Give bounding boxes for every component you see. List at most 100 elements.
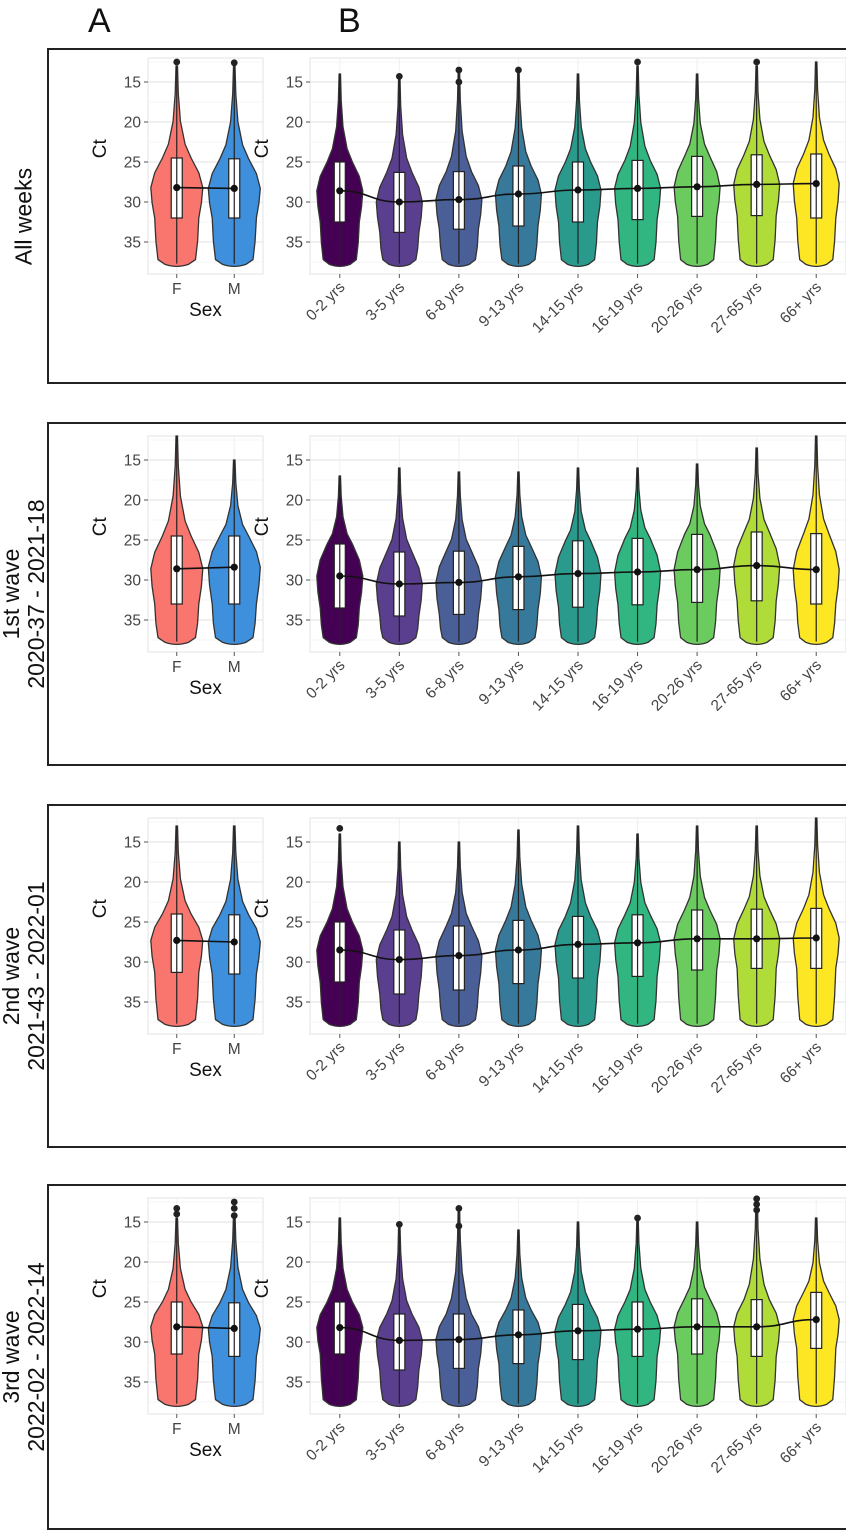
y-tick-label: 25 xyxy=(286,915,303,932)
median-point-f xyxy=(173,565,181,573)
y-tick-label: 15 xyxy=(124,835,141,852)
median-point-m xyxy=(230,938,238,946)
outlier-point xyxy=(173,58,181,66)
panel-letter-a: A xyxy=(88,2,111,40)
median-trend-line xyxy=(176,566,235,570)
y-tick-label: 25 xyxy=(286,533,303,550)
outlier-point xyxy=(455,1205,463,1212)
median-point-14-15-yrs xyxy=(574,186,582,194)
median-point-m xyxy=(230,184,238,192)
x-tick-label: 14-15 yrs xyxy=(529,1419,587,1477)
x-tick-label: 14-15 yrs xyxy=(529,279,587,337)
x-tick-label: 0-2 yrs xyxy=(303,1419,349,1465)
x-tick-label: 9-13 yrs xyxy=(476,1419,528,1471)
median-point-20-26-yrs xyxy=(693,935,701,943)
chart-a-0: 15 20 25 30 35 Ct F M Sex xyxy=(90,57,264,321)
median-point-16-19-yrs xyxy=(633,939,642,947)
y-tick-label: 15 xyxy=(286,835,303,852)
x-tick-label: 3-5 yrs xyxy=(363,657,409,703)
median-trend-line xyxy=(176,186,235,190)
median-point-20-26-yrs xyxy=(693,183,701,191)
y-tick-label: 35 xyxy=(124,613,141,630)
y-tick-label: 35 xyxy=(286,235,303,252)
panel-letter-b: B xyxy=(338,2,361,40)
y-tick-label: 15 xyxy=(124,1215,141,1232)
x-tick-label: 16-19 yrs xyxy=(589,657,647,715)
median-point-20-26-yrs xyxy=(693,566,701,574)
y-tick-label: 25 xyxy=(124,1295,141,1312)
median-point-3-5-yrs xyxy=(395,198,403,206)
y-tick-label: 15 xyxy=(286,1215,303,1232)
median-point-m xyxy=(230,1324,238,1332)
outlier-point xyxy=(173,1210,181,1218)
median-point-66-yrs xyxy=(812,934,820,942)
x-tick-label: 66+ yrs xyxy=(777,1039,825,1087)
x-tick-label: 27-65 yrs xyxy=(708,1039,766,1097)
y-axis-label: Ct xyxy=(252,138,273,158)
median-point-3-5-yrs xyxy=(395,956,403,964)
median-point-f xyxy=(173,936,181,945)
x-tick-label: 20-26 yrs xyxy=(648,1039,706,1097)
x-tick-label: 14-15 yrs xyxy=(529,657,587,715)
median-point-0-2-yrs xyxy=(336,946,344,954)
y-tick-label: 25 xyxy=(124,533,141,550)
median-point-f xyxy=(173,1323,181,1331)
median-point-16-19-yrs xyxy=(633,184,642,192)
outlier-point xyxy=(230,1198,238,1206)
y-tick-label: 30 xyxy=(286,195,304,212)
y-tick-label: 25 xyxy=(286,155,303,172)
outlier-point xyxy=(455,78,463,86)
y-tick-label: 20 xyxy=(124,115,142,132)
x-tick-label: 6-8 yrs xyxy=(422,1039,468,1085)
y-tick-label: 25 xyxy=(286,1295,303,1312)
chart-a-3: 15 20 25 30 35 Ct F M Sex xyxy=(90,1197,264,1461)
outlier-point xyxy=(634,58,641,66)
median-point-9-13-yrs xyxy=(514,946,523,954)
outlier-point xyxy=(753,58,761,66)
y-tick-label: 35 xyxy=(124,995,141,1012)
median-point-0-2-yrs xyxy=(336,187,344,195)
outlier-point xyxy=(455,1222,463,1230)
chart-a-2: 15 20 25 30 35 Ct F M Sex xyxy=(90,817,264,1081)
median-point-6-8-yrs xyxy=(455,578,463,587)
chart-a-1: 15 20 25 30 35 Ct F M Sex xyxy=(90,435,264,699)
x-tick-label: 6-8 yrs xyxy=(422,279,468,325)
x-tick-label: 27-65 yrs xyxy=(708,1419,766,1477)
chart-b-0: 15 20 25 30 35 Ct 0-2 yrs 3-5 yrs 6-8 yrs 9-13 yr… xyxy=(252,57,846,337)
outlier-point xyxy=(634,1214,641,1222)
x-tick-label: F xyxy=(172,1041,181,1058)
x-tick-label: 66+ yrs xyxy=(777,279,825,327)
x-tick-label: 0-2 yrs xyxy=(303,657,349,703)
x-tick-label: 16-19 yrs xyxy=(589,1039,647,1097)
x-tick-label: F xyxy=(172,659,181,676)
y-axis-label: Ct xyxy=(90,898,111,918)
median-point-9-13-yrs xyxy=(514,190,523,198)
x-tick-label: 3-5 yrs xyxy=(363,279,409,325)
median-point-20-26-yrs xyxy=(693,1323,701,1331)
x-tick-label: M xyxy=(228,1041,241,1058)
x-tick-label: M xyxy=(228,281,241,298)
median-trend-line xyxy=(176,1326,235,1330)
x-tick-label: F xyxy=(172,1421,181,1438)
y-tick-label: 30 xyxy=(124,955,142,972)
x-axis-label: Sex xyxy=(189,300,222,321)
median-point-27-65-yrs xyxy=(753,562,761,570)
y-axis-label: Ct xyxy=(252,516,273,536)
outlier-point xyxy=(515,66,522,74)
y-tick-label: 20 xyxy=(286,1255,304,1272)
x-tick-label: 66+ yrs xyxy=(777,1419,825,1467)
y-tick-label: 35 xyxy=(286,613,303,630)
x-tick-label: 9-13 yrs xyxy=(476,1039,528,1091)
x-tick-label: 14-15 yrs xyxy=(529,1039,587,1097)
median-trend-line xyxy=(339,937,817,961)
median-point-6-8-yrs xyxy=(455,196,463,204)
y-tick-label: 25 xyxy=(124,155,141,172)
y-tick-label: 35 xyxy=(286,995,303,1012)
y-tick-label: 35 xyxy=(124,235,141,252)
median-point-f xyxy=(173,184,181,192)
y-tick-label: 30 xyxy=(124,195,142,212)
x-tick-label: 0-2 yrs xyxy=(303,1039,349,1085)
median-trend-line xyxy=(176,939,235,943)
median-point-66-yrs xyxy=(812,180,820,188)
median-point-3-5-yrs xyxy=(395,1336,403,1344)
